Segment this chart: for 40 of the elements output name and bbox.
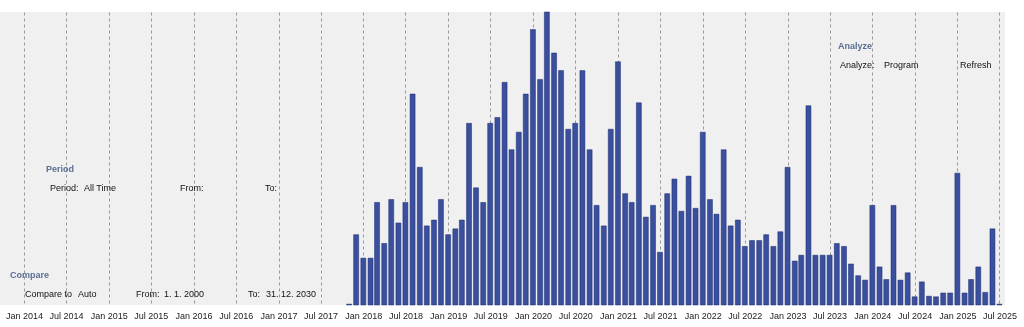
x-tick-label: Jul 2021 [643,310,678,321]
x-tick-label: Jan 2014 [5,310,43,321]
annotation: From: [180,183,204,193]
annotation: Analyze [838,41,873,51]
x-tick-label: Jan 2019 [430,310,468,321]
annotation: Refresh [960,60,992,70]
annotation: Auto [78,289,97,299]
x-tick-label: Jan 2018 [345,310,383,321]
annotation: Compare to [25,289,73,299]
annotation: To: [248,289,261,299]
x-tick-label: Jul 2017 [304,310,339,321]
x-tick-label: Jul 2023 [813,310,848,321]
x-tick-label: Jan 2016 [175,310,213,321]
x-tick-label: Jan 2023 [769,310,807,321]
x-tick-label: Jul 2024 [898,310,933,321]
x-tick-label: Jan 2025 [939,310,977,321]
annotation: Compare [10,270,50,280]
x-tick-label: Jan 2022 [684,310,722,321]
x-tick-label: Jul 2018 [388,310,423,321]
annotation: Period [46,164,75,174]
x-tick-label: Jul 2019 [473,310,508,321]
x-tick-label: Jan 2015 [90,310,128,321]
x-tick-label: Jul 2014 [49,310,84,321]
annotation: 1. 1. 2000 [164,289,205,299]
x-tick-label: Jan 2017 [260,310,298,321]
x-tick-label: Jul 2020 [558,310,593,321]
annotation: Analyze: [840,60,875,70]
annotation: All Time [84,183,117,193]
x-tick-label: Jul 2015 [134,310,169,321]
annotation: From: [136,289,160,299]
annotation: 31. 12. 2030 [266,289,317,299]
x-tick-label: Jul 2025 [982,310,1017,321]
x-tick-label: Jul 2016 [219,310,254,321]
annotation: Period: [50,183,79,193]
x-tick-label: Jan 2021 [599,310,637,321]
x-tick-label: Jan 2024 [854,310,892,321]
annotation: To: [265,183,278,193]
annotation: Program [884,60,919,70]
x-tick-label: Jan 2020 [514,310,552,321]
x-tick-label: Jul 2022 [728,310,763,321]
